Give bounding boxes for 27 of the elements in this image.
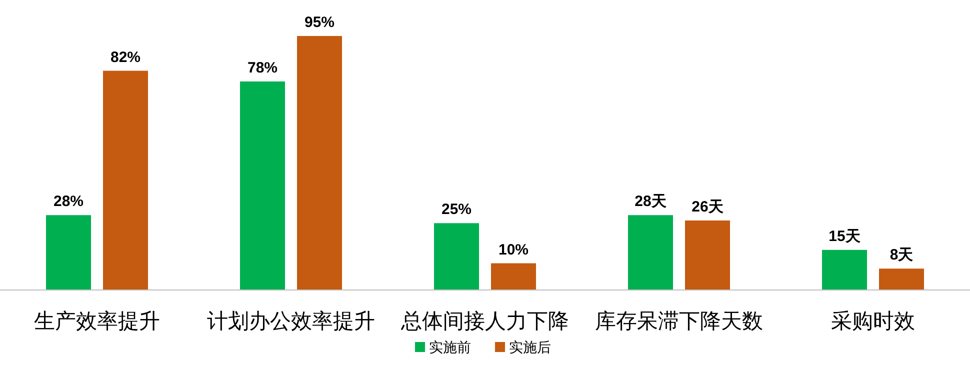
bar — [103, 70, 148, 290]
legend-label: 实施后 — [509, 339, 551, 355]
bar — [822, 250, 867, 290]
bar — [297, 36, 342, 290]
data-label: 26天 — [692, 198, 724, 216]
legend-label: 实施前 — [429, 339, 471, 355]
x-tick-label: 计划办公效率提升 — [207, 310, 375, 333]
bar — [46, 215, 91, 290]
bar — [879, 268, 924, 290]
data-label: 8天 — [890, 246, 914, 264]
data-label: 25% — [441, 201, 472, 218]
x-tick-label: 采购时效 — [831, 310, 915, 333]
bar — [491, 263, 536, 290]
bar — [240, 81, 285, 290]
bar — [685, 220, 730, 290]
x-tick-label: 库存呆滞下降天数 — [595, 310, 763, 333]
data-label: 15天 — [828, 228, 862, 245]
data-label: 82% — [110, 48, 141, 66]
data-label: 95% — [304, 14, 335, 31]
x-tick-label: 生产效率提升 — [34, 310, 160, 333]
data-label: 28天 — [634, 193, 668, 210]
bar — [628, 215, 673, 290]
data-label: 28% — [53, 193, 84, 210]
data-label: 10% — [498, 241, 529, 258]
x-tick-label: 总体间接人力下降 — [400, 310, 569, 333]
bar — [434, 223, 479, 290]
data-label: 78% — [247, 59, 278, 76]
